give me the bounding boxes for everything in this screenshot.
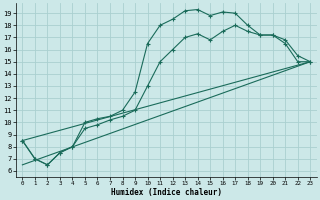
- X-axis label: Humidex (Indice chaleur): Humidex (Indice chaleur): [111, 188, 222, 197]
